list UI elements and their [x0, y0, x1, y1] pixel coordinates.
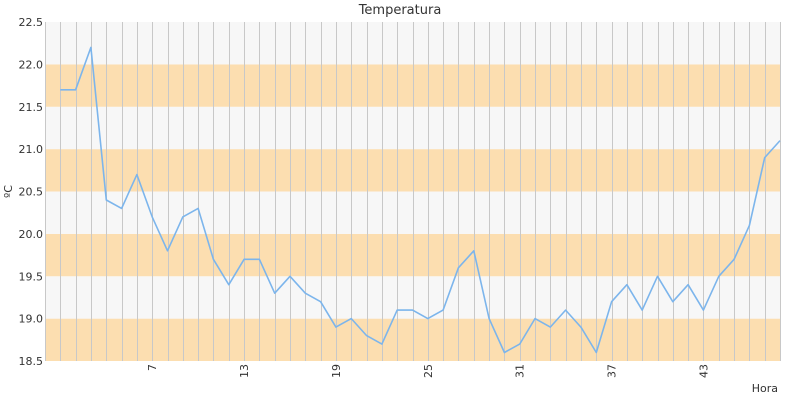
plot-band [45, 22, 780, 65]
x-axis-title: Hora [752, 382, 778, 395]
plot-band [45, 191, 780, 234]
y-tick-label: 20.5 [19, 186, 44, 199]
vertical-grid [45, 22, 781, 361]
plot-band [45, 276, 780, 319]
y-tick-label: 22.5 [19, 16, 44, 29]
x-tick-label: 31 [514, 364, 527, 378]
x-axis-ticks: 7 13 19 25 31 37 43 [146, 364, 710, 378]
plot-band [45, 64, 780, 107]
x-tick-label: 13 [238, 364, 251, 378]
y-tick-label: 20.0 [19, 228, 44, 241]
plot-band [45, 149, 780, 192]
y-tick-label: 22.0 [19, 58, 44, 71]
plot-band [45, 318, 780, 361]
x-tick-label: 37 [606, 364, 619, 378]
plot-bands [45, 22, 780, 361]
y-tick-label: 21.5 [19, 101, 44, 114]
y-tick-label: 21.0 [19, 143, 44, 156]
y-axis-ticks: 18.5 19.0 19.5 20.0 20.5 21.0 21.5 22.0 22.5 [19, 16, 44, 368]
y-axis-title: ºC [2, 185, 15, 198]
x-tick-label: 7 [146, 364, 159, 371]
x-tick-label: 43 [697, 364, 710, 378]
y-tick-label: 18.5 [19, 355, 44, 368]
chart-title: Temperatura [358, 3, 442, 18]
y-tick-label: 19.0 [19, 313, 44, 326]
y-tick-label: 19.5 [19, 270, 44, 283]
x-tick-label: 19 [330, 364, 343, 378]
x-tick-label: 25 [422, 364, 435, 378]
plot-band [45, 233, 780, 277]
series-line [60, 46, 781, 354]
plot-band [45, 106, 780, 150]
series-layer [60, 46, 781, 354]
